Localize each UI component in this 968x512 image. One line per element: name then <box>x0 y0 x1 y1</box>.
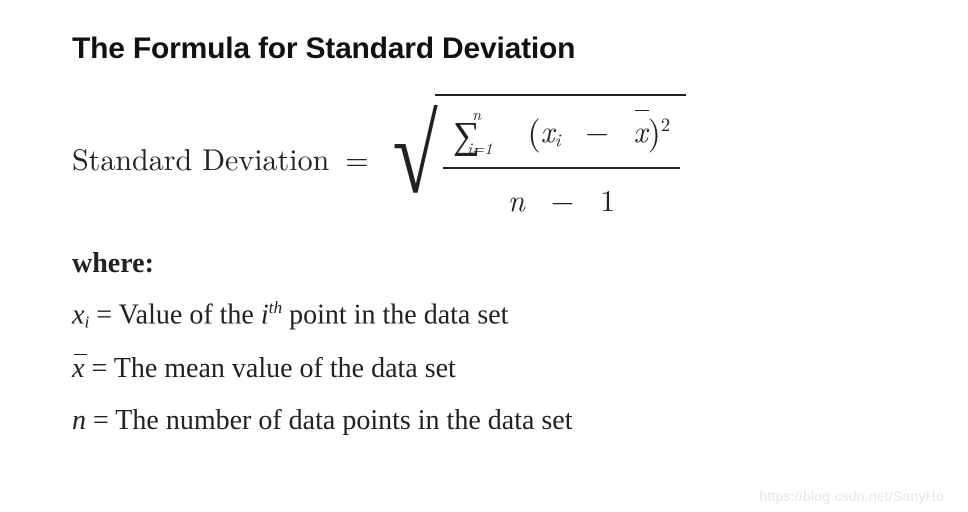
xi-i: i <box>261 299 269 330</box>
xbar-txt: The mean value of the data set <box>114 353 456 384</box>
space-3 <box>535 177 550 220</box>
xi-th: th <box>269 298 283 317</box>
space-1 <box>570 108 585 151</box>
power-2: 2 <box>661 111 670 137</box>
n-eq: = <box>86 405 115 436</box>
sigma-lower: i=1 <box>467 136 492 159</box>
open-paren: ( <box>527 106 540 154</box>
denom-n: n <box>508 177 525 220</box>
xi-x: x <box>72 299 84 330</box>
def-n: n = The number of data points in the dat… <box>72 405 896 437</box>
square-root: √ ∑ni=1 (xi − x)2 n − 1 <box>385 94 687 220</box>
radical-symbol: √ <box>392 117 437 194</box>
fraction: ∑ni=1 (xi − x)2 n − 1 <box>443 102 680 220</box>
minus-sign: − <box>585 108 608 151</box>
xbar-sym: x <box>72 353 84 385</box>
numerator: ∑ni=1 (xi − x)2 <box>443 102 680 169</box>
formula-lhs: Standard Deviation <box>72 136 329 179</box>
i-subscript: i <box>555 127 561 153</box>
x-symbol: x <box>541 108 555 151</box>
xbar-symbol: x <box>634 108 648 151</box>
denom-one: 1 <box>600 177 615 220</box>
n-sym: n <box>72 405 86 436</box>
where-label: where: <box>72 248 896 280</box>
space-2 <box>609 108 624 151</box>
def-xi: xi = Value of the ith point in the data … <box>72 298 896 333</box>
xi-txt-pre: Value of the <box>119 299 261 330</box>
n-txt: The number of data points in the data se… <box>115 405 572 436</box>
watermark: https://blog.csdn.net/SanyHo <box>759 488 944 504</box>
page: The Formula for Standard Deviation Stand… <box>0 0 968 512</box>
sigma-upper: n <box>472 102 481 125</box>
denominator: n − 1 <box>498 169 625 220</box>
denom-minus: − <box>551 177 574 220</box>
space-4 <box>574 177 589 220</box>
page-title: The Formula for Standard Deviation <box>72 32 896 66</box>
formula: Standard Deviation = √ ∑ni=1 (xi − x)2 n… <box>72 94 896 220</box>
radicand: ∑ni=1 (xi − x)2 n − 1 <box>435 94 686 220</box>
xi-txt-post: point in the data set <box>282 299 508 330</box>
def-xbar: x = The mean value of the data set <box>72 353 896 385</box>
xi-eq: = <box>89 299 118 330</box>
numerator-space <box>502 108 517 151</box>
close-paren: ) <box>648 106 661 154</box>
xbar-eq: = <box>84 353 113 384</box>
equals-sign: = <box>345 136 368 179</box>
